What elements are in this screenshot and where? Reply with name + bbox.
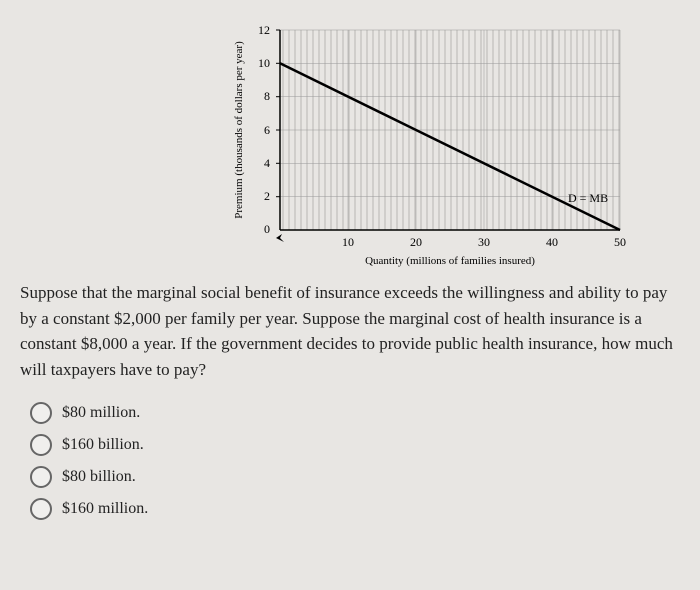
ytick-12: 12	[258, 23, 270, 37]
xlabel: Quantity (millions of families insured)	[365, 255, 535, 267]
chart-container: 12 10 8 6 4 2 0 10 20 30 40 50 D = MB Qu…	[220, 20, 680, 260]
ytick-10: 10	[258, 56, 270, 70]
xtick-10: 10	[342, 235, 354, 249]
option-row[interactable]: $160 million.	[30, 498, 680, 520]
ytick-2: 2	[264, 189, 270, 203]
ytick-4: 4	[264, 156, 270, 170]
option-row[interactable]: $160 billion.	[30, 434, 680, 456]
ytick-0: 0	[264, 222, 270, 236]
ylabel: Premium (thousands of dollars per year)	[233, 41, 245, 219]
ytick-8: 8	[264, 89, 270, 103]
option-row[interactable]: $80 billion.	[30, 466, 680, 488]
xtick-20: 20	[410, 235, 422, 249]
ytick-6: 6	[264, 123, 270, 137]
line-label: D = MB	[568, 191, 608, 205]
option-label: $80 billion.	[62, 468, 136, 486]
xtick-50: 50	[614, 235, 626, 249]
option-row[interactable]: $80 million.	[30, 402, 680, 424]
radio-icon[interactable]	[30, 402, 52, 424]
question-text: Suppose that the marginal social benefit…	[20, 280, 680, 382]
xtick-40: 40	[546, 235, 558, 249]
option-label: $160 million.	[62, 500, 148, 518]
option-label: $160 billion.	[62, 436, 144, 454]
xtick-30: 30	[478, 235, 490, 249]
option-label: $80 million.	[62, 404, 140, 422]
demand-chart: 12 10 8 6 4 2 0 10 20 30 40 50 D = MB Qu…	[220, 20, 620, 260]
options-list: $80 million. $160 billion. $80 billion. …	[30, 402, 680, 520]
radio-icon[interactable]	[30, 466, 52, 488]
radio-icon[interactable]	[30, 434, 52, 456]
radio-icon[interactable]	[30, 498, 52, 520]
